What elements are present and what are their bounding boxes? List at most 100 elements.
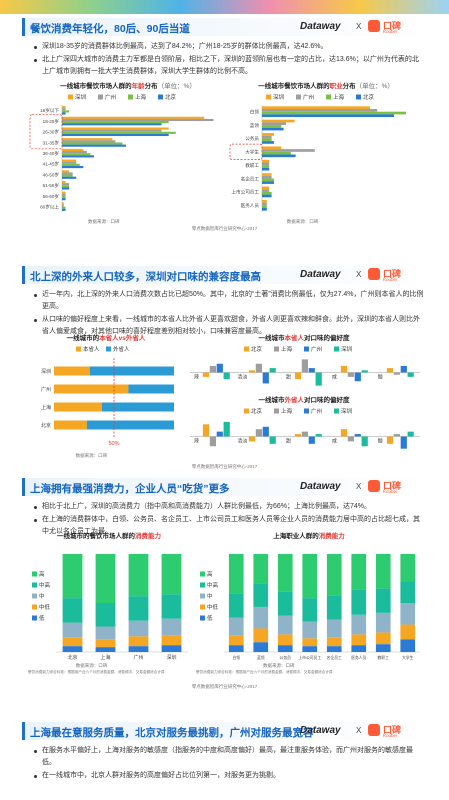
- bar: [62, 163, 80, 166]
- bar-segment: [228, 617, 244, 636]
- bar-segment: [253, 583, 269, 607]
- chart-title: 一线城市餐饮市场人群的年龄分布（单位：%）: [60, 81, 196, 90]
- bullet-dot: [34, 518, 37, 522]
- legend-label: 中高: [39, 581, 51, 589]
- category-label: 上海: [100, 654, 110, 661]
- title-part: 消费能力: [319, 531, 346, 540]
- bar: [262, 207, 267, 211]
- legend-swatch: [304, 408, 309, 414]
- bar-segment: [54, 384, 129, 394]
- bar: [262, 154, 296, 158]
- bullet-text: 北上广深四大城市的消费主力军都是白领阶层，相比之下，深圳的蓝领阶层也有一定的占比…: [42, 56, 419, 75]
- bar: [223, 372, 230, 380]
- bar-segment: [375, 588, 391, 613]
- bar-segment: [228, 593, 244, 618]
- bar: [262, 199, 267, 203]
- bar: [62, 185, 70, 188]
- legend-swatch: [244, 346, 249, 352]
- title-part: 外省人: [285, 395, 305, 404]
- bar-segment: [351, 634, 367, 646]
- logo: Dataway X 口碑 Koubei: [300, 267, 426, 283]
- legend-label: 深圳: [75, 93, 87, 101]
- legend-label: 中高: [207, 581, 219, 589]
- legend-label: 中低: [39, 603, 51, 611]
- chart-note: 餐饮消费能力综合标准：根据用户近六个月的消费金额、消费频次、交易金额综合计算: [28, 669, 165, 674]
- logo: Dataway X 口碑 Koubei: [300, 479, 426, 495]
- logo-mark: [368, 20, 380, 32]
- bullet-text: 从口味的偏好程度上来看，一线城市的本省人比外省人更喜欢甜食，外省人则更喜欢辣和鲜…: [42, 316, 420, 335]
- legend-swatch: [128, 94, 133, 100]
- bar: [262, 191, 272, 195]
- bullet-dot: [34, 749, 37, 753]
- legend-label: 广州: [311, 407, 322, 415]
- bar-segment: [102, 402, 174, 412]
- category-label: 清淡: [237, 374, 247, 381]
- bullet-text: 在服务水平偏好上，上海对服务的敏感度（指服务的中度和高度偏好）最高，最注重服务体…: [42, 747, 413, 766]
- bar: [262, 173, 272, 176]
- bar: [386, 436, 394, 444]
- bar: [354, 372, 361, 382]
- legend-label: 北京: [251, 407, 263, 415]
- bar-segment: [400, 581, 416, 603]
- bar-segment: [54, 366, 90, 376]
- title-part: 上海职业人群的: [273, 531, 319, 540]
- bar: [400, 365, 407, 373]
- bar-segment: [253, 628, 269, 643]
- legend-swatch: [304, 346, 309, 352]
- bar-segment: [351, 589, 367, 615]
- chart-source: 数据来源：口碑: [88, 218, 120, 225]
- bar-segment: [253, 554, 269, 584]
- bullet-list: 深圳18-35岁的消费群体比例最高，达到了84.2%；广州18-25岁的群体比例…: [34, 41, 424, 79]
- bar: [248, 370, 256, 373]
- bar-segment: [277, 554, 293, 592]
- legend-swatch: [244, 408, 249, 414]
- bullet-dot: [34, 318, 37, 322]
- bar-segment: [326, 619, 342, 638]
- logo-partner: 口碑: [383, 481, 402, 491]
- bullet-item: 近一年内，北上深的外来人口消费次数占比已超50%。其中，北京的“土著”消费比例最…: [34, 289, 424, 313]
- bar-segment: [277, 615, 293, 635]
- logo: Dataway X 口碑 Koubei: [300, 723, 426, 739]
- category-label: 46-50岁: [43, 171, 60, 178]
- bar-segment: [95, 603, 116, 627]
- chart-source: 数据来源：口碑: [263, 662, 295, 669]
- bar-segment: [161, 645, 182, 652]
- legend-swatch: [32, 582, 37, 588]
- category-label: 大学生: [402, 655, 414, 660]
- section-footer: 零点数据智库行业研究中心-2017: [191, 464, 258, 469]
- bar: [62, 187, 70, 190]
- bar: [262, 127, 284, 131]
- bar: [301, 359, 308, 373]
- bar: [262, 122, 286, 126]
- bar: [393, 372, 400, 375]
- bar-segment: [253, 606, 269, 629]
- legend-swatch: [200, 593, 205, 599]
- category-label: 上市公司员工: [231, 189, 259, 196]
- bar-segment: [228, 635, 244, 646]
- category-label: 公务员: [245, 135, 259, 142]
- category-label: 北京: [67, 654, 77, 661]
- bullet-list: 近一年内，北上深的外来人口消费次数占比已超50%。其中，北京的“土著”消费比例最…: [34, 289, 424, 339]
- bar: [262, 178, 274, 182]
- legend-swatch: [200, 571, 205, 577]
- bar: [202, 372, 210, 377]
- bar: [262, 189, 270, 192]
- bullet-item: 北上广深四大城市的消费主力军都是白领阶层，相比之下，深圳的蓝领阶层也有一定的占比…: [34, 54, 424, 78]
- bar-segment: [128, 596, 149, 621]
- bullet-text: 相比于北上广，深圳的高消费力（指中高和高消费能力）人群比例最低，为66%；上海比…: [42, 503, 372, 510]
- bar: [62, 155, 94, 158]
- bar: [62, 106, 66, 109]
- category-label: 名企员工: [327, 655, 342, 660]
- bar: [315, 372, 322, 386]
- bullet-item: 从口味的偏好程度上来看，一线城市的本省人比外省人更喜欢甜食，外省人则更喜欢辣和鲜…: [34, 314, 424, 338]
- legend-swatch: [356, 94, 361, 100]
- logo: Dataway X 口碑 Koubei: [300, 19, 426, 35]
- logo-partner: 口碑: [383, 725, 402, 735]
- logo-mark: [368, 480, 380, 492]
- bar-segment: [326, 595, 342, 620]
- bullet-dot: [34, 45, 37, 49]
- bar: [62, 153, 91, 156]
- bar-segment: [86, 420, 174, 430]
- bar-segment: [62, 622, 83, 638]
